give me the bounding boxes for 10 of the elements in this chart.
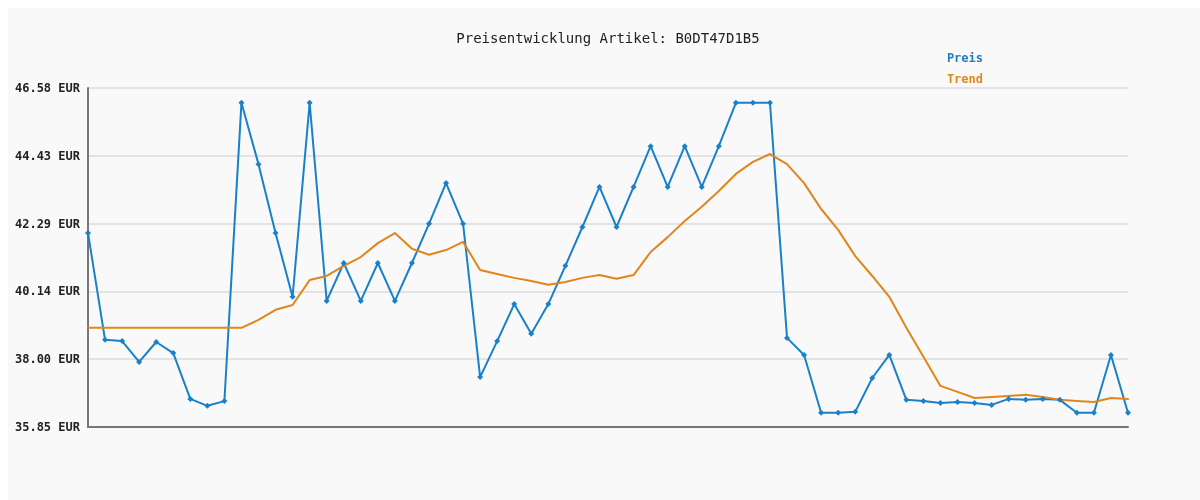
y-tick-label: 46.58 EUR [14, 81, 81, 95]
text: Trend [946, 72, 983, 86]
y-tick-label: 38.00 EUR [14, 352, 81, 367]
text: Preis [946, 51, 983, 65]
chart-title: Preisentwicklung Artikel: B0DT47D1B5 [456, 30, 760, 46]
y-tick-label: 44.43 EUR [14, 148, 81, 163]
line-series [87, 153, 1129, 404]
y-tick-label: 42.29 EUR [14, 216, 81, 231]
y-tick-label: 40.14 EUR [14, 284, 81, 299]
y-tick-label: 35.85 EUR [14, 420, 81, 434]
